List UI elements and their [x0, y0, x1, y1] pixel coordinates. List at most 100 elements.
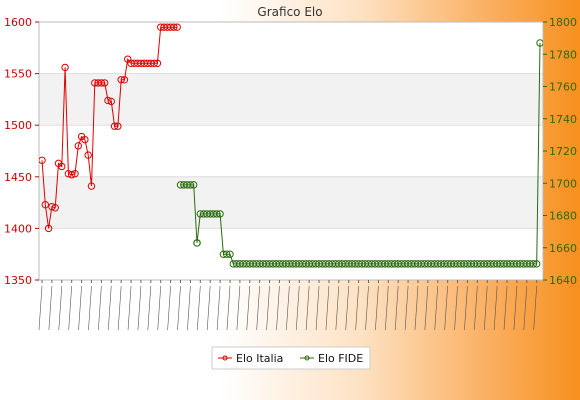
y-left-tick-label: 1500 — [4, 119, 32, 132]
x-tick-label-glyph — [454, 285, 458, 331]
y-right-tick-label: 1700 — [549, 177, 577, 190]
plot-band — [39, 176, 543, 229]
x-tick-label-glyph — [295, 285, 300, 331]
elo-italia-point — [87, 182, 96, 190]
x-tick-label-glyph — [78, 285, 82, 331]
x-tick-label-glyph — [404, 285, 409, 331]
x-tick-label-glyph — [474, 285, 478, 331]
elo-italia-point — [114, 122, 122, 130]
x-tick-label-glyph — [276, 285, 280, 331]
x-tick-label-glyph — [266, 285, 270, 331]
y-left-tick-label: 1550 — [4, 68, 32, 81]
y-right-tick-label: 1760 — [549, 81, 577, 94]
elo-italia-point — [153, 59, 162, 67]
x-tick-label-glyph — [434, 285, 439, 331]
x-tick-label-glyph — [157, 285, 162, 331]
elo-fide-point — [216, 210, 224, 218]
legend-label-elo-italia: Elo Italia — [236, 352, 283, 365]
y-left-tick-label: 1350 — [4, 274, 32, 287]
elo-italia-point — [61, 63, 69, 72]
chart-title: Grafico Elo — [257, 5, 322, 19]
x-tick-label-glyph — [38, 285, 43, 331]
x-tick-label-glyph — [384, 285, 389, 331]
x-tick-label-glyph — [107, 285, 112, 331]
elo-italia-point — [39, 156, 46, 164]
x-tick-label-glyph — [117, 285, 122, 331]
y-left-tick-label: 1450 — [4, 171, 32, 184]
elo-italia-point — [71, 170, 79, 178]
x-tick-label-glyph — [305, 285, 310, 331]
elo-italia-point — [84, 151, 92, 159]
x-tick-label-glyph — [216, 285, 221, 331]
y-right-tick-label: 1780 — [549, 48, 577, 61]
x-tick-label-glyph — [335, 285, 340, 331]
plot-band — [39, 73, 543, 126]
x-tick-label-glyph — [315, 285, 320, 331]
x-tick-label-glyph — [464, 285, 468, 331]
plot-band — [39, 22, 543, 74]
x-tick-label-glyph — [127, 285, 132, 331]
elo-italia-point — [74, 142, 82, 150]
series-elo-fide — [176, 39, 543, 268]
x-tick-label-glyph — [414, 285, 419, 331]
y-axis-left: 1350 1400 1450 1500 1550 1600 — [4, 16, 39, 287]
x-tick-label-glyph — [187, 285, 191, 331]
series-elo-italia — [39, 23, 181, 233]
elo-italia-point — [170, 23, 178, 31]
elo-italia-point — [150, 59, 158, 67]
legend-marker-elo-italia — [222, 355, 228, 361]
y-right-tick-label: 1720 — [549, 145, 577, 158]
x-tick-label-glyph — [98, 285, 102, 331]
elo-italia-point — [81, 135, 89, 144]
x-tick-label-glyph — [167, 285, 171, 331]
y-left-tick-label: 1600 — [4, 16, 32, 29]
elo-italia-point — [117, 76, 125, 84]
elo-italia-point — [110, 122, 119, 130]
elo-italia-point — [173, 23, 181, 31]
x-tick-label-glyph — [355, 285, 359, 331]
plot-background — [39, 22, 543, 280]
x-tick-label-glyph — [256, 285, 260, 331]
elo-italia-point — [48, 203, 56, 211]
x-tick-label-glyph — [58, 285, 63, 331]
elo-italia-point — [104, 96, 112, 105]
plot-band — [39, 228, 543, 280]
x-tick-label-glyph — [444, 285, 448, 331]
elo-fide-point — [226, 250, 234, 258]
x-tick-labels — [38, 280, 538, 331]
elo-fide-point — [213, 210, 221, 218]
x-tick-label-glyph — [533, 285, 538, 331]
x-tick-label-glyph — [503, 285, 508, 331]
x-tick-label-glyph — [493, 285, 498, 331]
elo-fide-point — [529, 260, 538, 268]
elo-italia-point — [97, 79, 106, 87]
x-tick-label-glyph — [375, 285, 379, 331]
x-tick-label-glyph — [177, 285, 181, 331]
x-tick-label-glyph — [68, 285, 72, 331]
elo-fide-point — [533, 260, 541, 268]
plot-band — [39, 125, 543, 177]
legend: Elo Italia Elo FIDE — [211, 346, 371, 370]
x-tick-label-glyph — [137, 285, 142, 331]
legend-label-elo-fide: Elo FIDE — [318, 352, 363, 365]
x-tick-label-glyph — [286, 285, 290, 331]
x-tick-label-glyph — [48, 285, 53, 331]
y-right-tick-label: 1640 — [549, 274, 577, 287]
x-tick-label-glyph — [394, 285, 399, 331]
elo-italia-point — [120, 76, 129, 84]
elo-italia-point — [107, 97, 115, 106]
elo-italia-point — [41, 200, 49, 209]
x-tick-label-glyph — [513, 285, 518, 331]
elo-fide-point — [186, 181, 195, 189]
x-tick-label-glyph — [523, 285, 528, 331]
y-axis-right: 1640 1660 1680 1700 1720 1740 1760 1780 1800 — [543, 16, 577, 287]
y-right-tick-label: 1660 — [549, 242, 577, 255]
x-tick-label-glyph — [147, 285, 152, 331]
x-tick-label-glyph — [206, 285, 211, 331]
elo-italia-point — [44, 224, 53, 233]
x-tick-label-glyph — [246, 285, 251, 331]
elo-fide-point — [190, 181, 198, 189]
legend-box — [211, 346, 371, 370]
